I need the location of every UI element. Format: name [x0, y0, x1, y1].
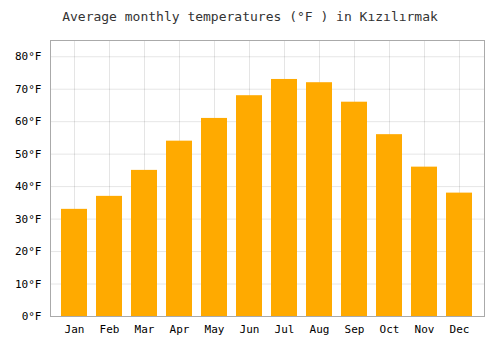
- svg-text:Jun: Jun: [240, 323, 260, 336]
- svg-text:Feb: Feb: [100, 323, 120, 336]
- svg-text:Jul: Jul: [275, 323, 295, 336]
- svg-text:Aug: Aug: [310, 323, 330, 336]
- svg-text:Jan: Jan: [65, 323, 85, 336]
- svg-text:10°F: 10°F: [15, 278, 42, 291]
- svg-text:Oct: Oct: [380, 323, 400, 336]
- svg-text:60°F: 60°F: [15, 115, 42, 128]
- svg-text:Sep: Sep: [345, 323, 365, 336]
- svg-text:50°F: 50°F: [15, 148, 42, 161]
- svg-text:40°F: 40°F: [15, 180, 42, 193]
- svg-text:80°F: 80°F: [15, 50, 42, 63]
- html-text:Average monthly temperatures (: Average monthly temperatures (°F ) in Kı…: [62, 9, 438, 24]
- svg-text:30°F: 30°F: [15, 213, 42, 226]
- svg-text:May: May: [205, 323, 225, 336]
- svg-text:0°F: 0°F: [22, 310, 42, 323]
- svg-text:Nov: Nov: [415, 323, 435, 336]
- svg-text:Mar: Mar: [135, 323, 155, 336]
- svg-text:20°F: 20°F: [15, 245, 42, 258]
- svg-text:70°F: 70°F: [15, 83, 42, 96]
- svg-text:Dec: Dec: [450, 323, 470, 336]
- svg-text:Apr: Apr: [170, 323, 190, 336]
